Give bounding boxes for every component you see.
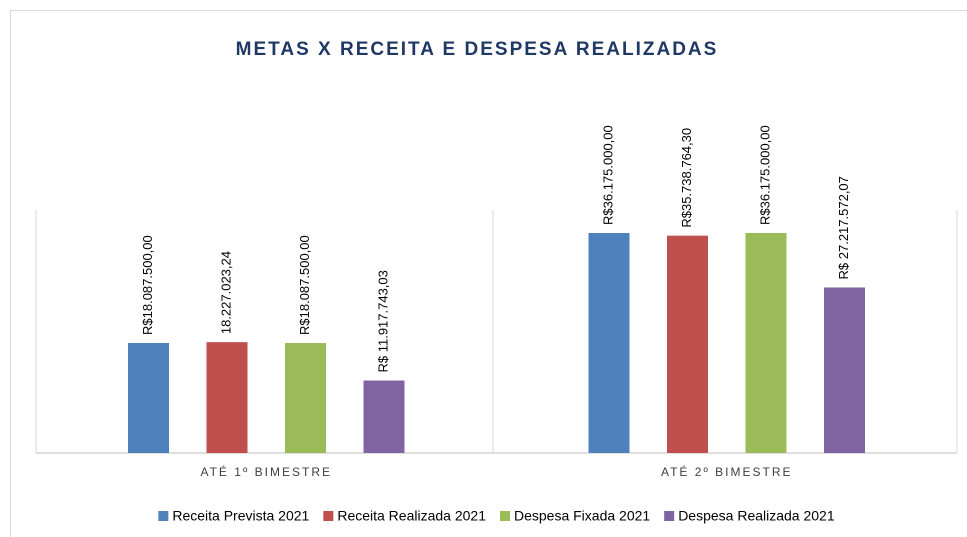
legend-swatch (158, 511, 169, 521)
legend-label: Receita Realizada 2021 (337, 508, 486, 524)
x-tick-label: ATÉ 1º BIMESTRE (200, 464, 332, 479)
data-label: R$36.175.000,00 (757, 125, 772, 225)
chart-border (10, 10, 967, 537)
bar (285, 343, 326, 453)
data-label: R$ 11.917.743,03 (375, 270, 390, 372)
legend-label: Despesa Realizada 2021 (678, 508, 835, 524)
bar (206, 342, 248, 453)
data-label: 18.227.023,24 (218, 251, 233, 334)
bar (128, 343, 169, 453)
data-label: R$18.087.500,00 (297, 235, 312, 335)
legend-swatch (499, 511, 510, 521)
legend-label: Receita Prevista 2021 (172, 508, 309, 524)
bar (824, 287, 865, 453)
bar (745, 233, 787, 453)
data-label: R$18.087.500,00 (140, 235, 155, 335)
x-tick-label: ATÉ 2º BIMESTRE (661, 464, 793, 479)
data-label: R$36.175.000,00 (600, 125, 615, 225)
chart-title: METAS X RECEITA E DESPESA REALIZADAS (236, 39, 719, 60)
bar (363, 380, 405, 453)
legend-label: Despesa Fixada 2021 (514, 508, 650, 524)
data-label: R$35.738.764,30 (679, 128, 694, 228)
bar (588, 233, 630, 453)
legend-swatch (323, 511, 334, 521)
bar (667, 235, 708, 453)
data-label: R$ 27.217.572,07 (836, 176, 851, 279)
legend-swatch (664, 511, 675, 521)
